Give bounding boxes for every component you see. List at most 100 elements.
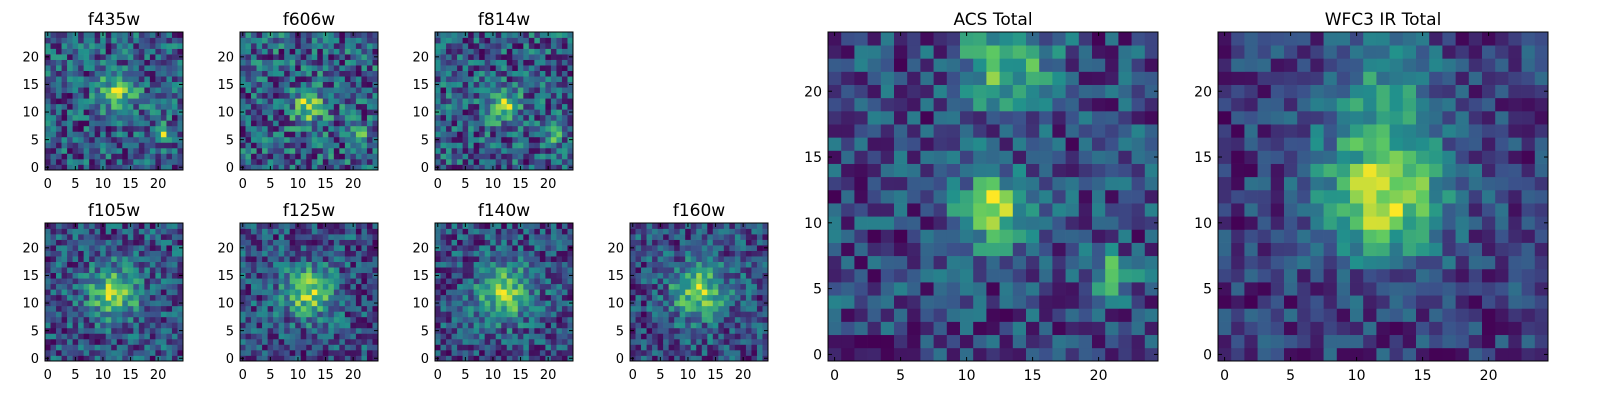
- heatmap-cell: [240, 59, 246, 66]
- heatmap-cell: [517, 245, 524, 251]
- heatmap-cell: [273, 228, 279, 235]
- heatmap-cell: [284, 164, 291, 171]
- heatmap-cell: [122, 239, 129, 246]
- heatmap-cell: [89, 70, 96, 77]
- heatmap-cell: [339, 228, 346, 235]
- heatmap-cell: [56, 37, 62, 44]
- heatmap-cell: [177, 103, 184, 110]
- heatmap-cell: [361, 98, 368, 105]
- heatmap-cell: [556, 120, 563, 127]
- heatmap-cell: [933, 163, 948, 178]
- heatmap-cell: [306, 250, 313, 257]
- heatmap-cell: [534, 164, 541, 171]
- heatmap-cell: [284, 223, 291, 229]
- heatmap-cell: [328, 261, 335, 268]
- heatmap-cell: [245, 98, 252, 105]
- heatmap-cell: [495, 256, 502, 262]
- heatmap-cell: [545, 103, 552, 110]
- heatmap-cell: [50, 239, 57, 246]
- heatmap-cell: [83, 327, 90, 334]
- heatmap-cell: [94, 153, 101, 160]
- heatmap-cell: [45, 158, 51, 165]
- heatmap-cell: [1039, 295, 1053, 309]
- heatmap-cell: [328, 267, 335, 274]
- heatmap-cell: [72, 256, 79, 262]
- heatmap-cell: [550, 103, 557, 110]
- heatmap-cell: [828, 347, 842, 362]
- heatmap-cell: [67, 109, 73, 116]
- heatmap-cell: [512, 76, 519, 83]
- heatmap-cell: [328, 327, 335, 334]
- heatmap-cell: [339, 333, 346, 340]
- heatmap-cell: [361, 131, 368, 138]
- heatmap-cell: [734, 239, 741, 246]
- heatmap-cell: [344, 344, 351, 351]
- heatmap-cell: [657, 349, 664, 356]
- heatmap-cell: [663, 338, 669, 345]
- heatmap-cell: [490, 300, 497, 307]
- heatmap-cell: [1105, 308, 1119, 322]
- heatmap-cell: [322, 256, 329, 262]
- heatmap-cell: [284, 311, 291, 318]
- heatmap-cell: [894, 242, 908, 257]
- heatmap-cell: [50, 158, 57, 165]
- heatmap-cell: [333, 65, 340, 71]
- heatmap-cell: [556, 283, 563, 290]
- heatmap-cell: [556, 305, 563, 312]
- heatmap-cell: [61, 120, 68, 127]
- heatmap-cell: [122, 114, 129, 121]
- heatmap-cell: [72, 92, 79, 99]
- heatmap-cell: [484, 54, 491, 60]
- heatmap-cell: [72, 344, 79, 351]
- heatmap-cell: [556, 43, 563, 49]
- heatmap-cell: [539, 300, 546, 307]
- heatmap-cell: [539, 43, 546, 49]
- heatmap-cell: [707, 344, 714, 351]
- heatmap-cell: [512, 120, 519, 127]
- heatmap-cell: [545, 333, 552, 340]
- heatmap-cell: [245, 355, 252, 362]
- heatmap-cell: [333, 316, 340, 323]
- heatmap-cell: [440, 164, 447, 171]
- heatmap-cell: [344, 114, 351, 121]
- heatmap-cell: [462, 245, 469, 251]
- heatmap-cell: [1012, 229, 1027, 243]
- heatmap-cell: [740, 250, 747, 257]
- heatmap-cell: [355, 311, 362, 318]
- heatmap-cell: [138, 355, 145, 362]
- heatmap-cell: [1026, 150, 1040, 164]
- heatmap-cell: [484, 300, 491, 307]
- heatmap-cell: [262, 43, 268, 49]
- heatmap-cell: [289, 333, 296, 340]
- heatmap-cell: [78, 164, 84, 171]
- heatmap-cell: [278, 32, 285, 38]
- heatmap-cell: [652, 333, 658, 340]
- heatmap-cell: [267, 261, 274, 268]
- heatmap-cell: [561, 234, 568, 240]
- heatmap-cell: [295, 81, 302, 88]
- heatmap-cell: [534, 153, 541, 160]
- heatmap-cell: [251, 283, 257, 290]
- heatmap-cell: [344, 59, 351, 66]
- heatmap-cell: [344, 267, 351, 274]
- heatmap-cell: [284, 316, 291, 323]
- heatmap-cell: [451, 147, 458, 154]
- heatmap-cell: [745, 316, 752, 323]
- heatmap-cell: [679, 338, 686, 345]
- heatmap-cell: [657, 289, 664, 296]
- heatmap-cell: [707, 239, 714, 246]
- heatmap-cell: [468, 37, 474, 44]
- heatmap-cell: [712, 283, 719, 290]
- heatmap-cell: [267, 120, 274, 127]
- heatmap-cell: [701, 272, 708, 279]
- heatmap-cell: [473, 54, 480, 60]
- heatmap-cell: [295, 65, 302, 71]
- heatmap-cell: [155, 305, 162, 312]
- heatmap-cell: [256, 120, 263, 127]
- heatmap-cell: [745, 322, 752, 329]
- heatmap-cell: [149, 65, 156, 71]
- heatmap-cell: [523, 125, 530, 132]
- heatmap-cell: [50, 311, 57, 318]
- heatmap-cell: [284, 70, 291, 77]
- heatmap-cell: [506, 261, 513, 268]
